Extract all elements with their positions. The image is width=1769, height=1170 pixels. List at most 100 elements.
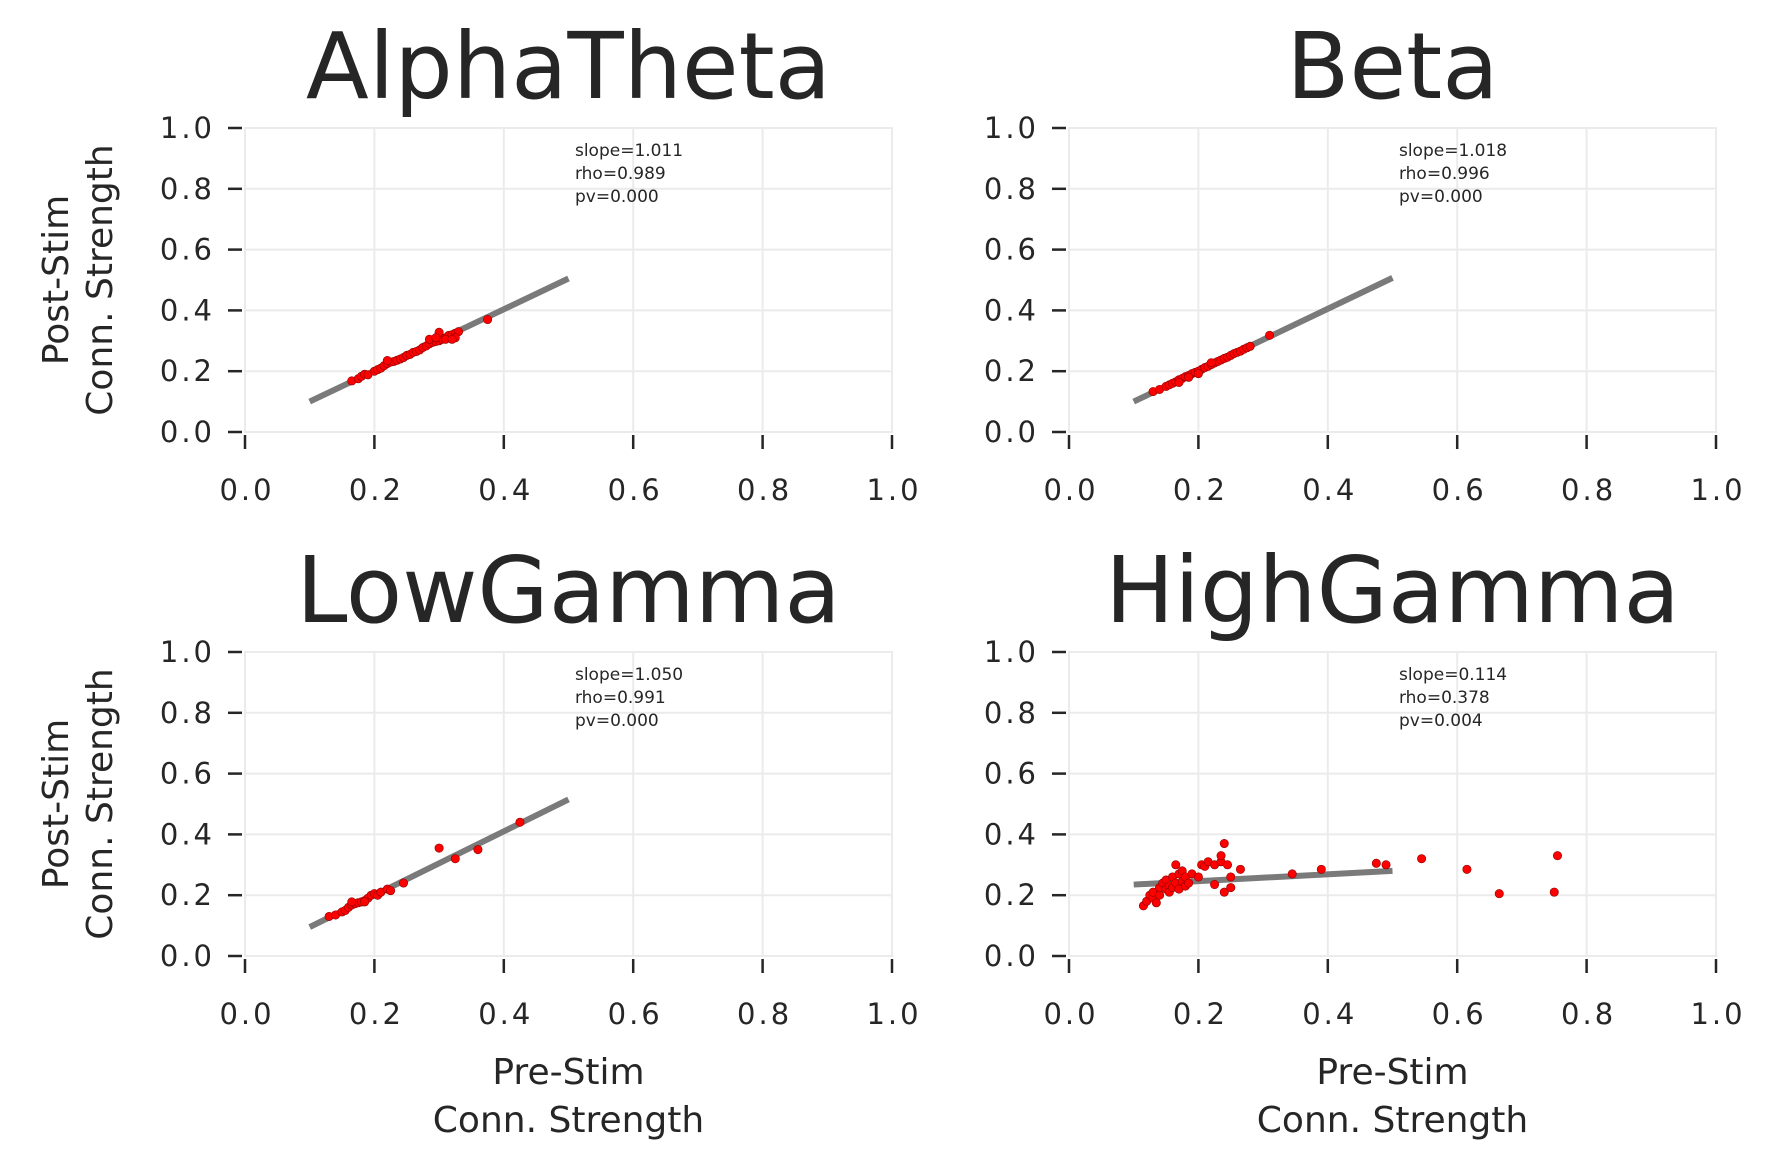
x-tick-label: 0.2 bbox=[349, 997, 404, 1031]
panel-title: AlphaTheta bbox=[306, 13, 831, 120]
x-axis-label-line: Pre-Stim bbox=[1316, 1052, 1468, 1093]
plot-frame bbox=[244, 127, 893, 433]
y-tick-label: 1.0 bbox=[984, 111, 1039, 145]
data-point bbox=[1193, 872, 1203, 882]
y-tick-label: 1.0 bbox=[984, 635, 1039, 669]
stats-annotation: pv=0.004 bbox=[1399, 711, 1483, 731]
stats-annotation: slope=1.011 bbox=[575, 141, 683, 161]
data-point bbox=[1216, 851, 1226, 861]
x-tick-label: 0.0 bbox=[219, 473, 274, 507]
y-tick-label: 0.6 bbox=[984, 757, 1039, 791]
y-tick-label: 0.8 bbox=[984, 696, 1039, 730]
data-point bbox=[1265, 330, 1275, 340]
y-axis-label: Post-StimConn. Strength bbox=[36, 668, 121, 939]
panel-title: Beta bbox=[1286, 13, 1498, 120]
data-point bbox=[1381, 860, 1391, 870]
data-point bbox=[382, 356, 392, 366]
y-tick-label: 0.4 bbox=[984, 293, 1039, 327]
data-point bbox=[1184, 878, 1194, 888]
data-point bbox=[1171, 860, 1181, 870]
stats-annotation: rho=0.378 bbox=[1399, 688, 1490, 708]
data-point bbox=[1193, 369, 1203, 379]
x-tick-label: 0.0 bbox=[1043, 473, 1098, 507]
data-point bbox=[1219, 839, 1229, 849]
y-tick-label: 0.4 bbox=[160, 293, 215, 327]
x-tick-label: 0.6 bbox=[608, 473, 663, 507]
x-tick-label: 0.4 bbox=[478, 473, 533, 507]
x-axis-label: Pre-Stim Conn. Strength bbox=[433, 1052, 704, 1141]
x-tick-label: 0.2 bbox=[349, 473, 404, 507]
x-tick-label: 0.6 bbox=[1432, 997, 1487, 1031]
y-tick-label: 0.8 bbox=[984, 172, 1039, 206]
y-tick-label: 0.2 bbox=[160, 354, 215, 388]
x-tick-label: 1.0 bbox=[866, 997, 921, 1031]
x-tick-label: 0.8 bbox=[1561, 997, 1616, 1031]
y-tick-label: 0.0 bbox=[160, 939, 215, 973]
data-point bbox=[1174, 377, 1184, 387]
data-point bbox=[1210, 880, 1220, 890]
data-point bbox=[450, 854, 460, 864]
panel-title: LowGamma bbox=[296, 537, 840, 644]
x-tick-label: 0.0 bbox=[1043, 997, 1098, 1031]
stats-annotation: pv=0.000 bbox=[575, 187, 659, 207]
data-point bbox=[1184, 372, 1194, 382]
data-point bbox=[1155, 890, 1165, 900]
y-tick-label: 1.0 bbox=[160, 635, 215, 669]
data-point bbox=[1206, 358, 1216, 368]
data-point bbox=[1219, 887, 1229, 897]
x-tick-label: 0.2 bbox=[1173, 997, 1228, 1031]
y-tick-label: 0.8 bbox=[160, 696, 215, 730]
data-points bbox=[324, 817, 525, 921]
data-point bbox=[1552, 851, 1562, 861]
data-point bbox=[1462, 864, 1472, 874]
chart-panel-2: 0.0 0.2 0.4 0.6 0.8 1.0 0.0 0.2 0.4 0.6 0.8 1.0 Beta… bbox=[984, 13, 1743, 507]
x-tick-label: 0.4 bbox=[1302, 997, 1357, 1031]
x-tick-label: 0.6 bbox=[608, 997, 663, 1031]
y-tick-label: 0.4 bbox=[160, 817, 215, 851]
y-tick-label: 1.0 bbox=[160, 111, 215, 145]
y-axis-label: Post-StimConn. Strength bbox=[36, 144, 121, 415]
y-tick-label: 0.6 bbox=[160, 757, 215, 791]
data-point bbox=[473, 845, 483, 855]
stats-annotation: slope=0.114 bbox=[1399, 665, 1507, 685]
data-point bbox=[1223, 860, 1233, 870]
data-point bbox=[399, 878, 409, 888]
plot-frame bbox=[1068, 127, 1717, 433]
stats-annotation: slope=1.050 bbox=[575, 665, 683, 685]
data-point bbox=[386, 886, 396, 896]
data-point bbox=[1417, 854, 1427, 864]
data-point bbox=[431, 333, 441, 343]
x-axis-label-line: Conn. Strength bbox=[433, 1100, 704, 1141]
x-axis-label-line: Pre-Stim bbox=[492, 1052, 644, 1093]
data-point bbox=[1235, 864, 1245, 874]
data-point bbox=[434, 843, 444, 853]
stats-annotation: slope=1.018 bbox=[1399, 141, 1507, 161]
data-points bbox=[1148, 330, 1275, 397]
data-points bbox=[1138, 839, 1562, 911]
x-axis-label-line: Conn. Strength bbox=[1257, 1100, 1528, 1141]
stats-annotation: rho=0.991 bbox=[575, 688, 666, 708]
gridlines bbox=[1068, 651, 1717, 957]
x-axis-label: Pre-Stim Conn. Strength bbox=[1257, 1052, 1528, 1141]
x-tick-label: 0.8 bbox=[737, 473, 792, 507]
x-tick-label: 0.4 bbox=[1302, 473, 1357, 507]
data-point bbox=[1549, 887, 1559, 897]
y-axis-label-line: Post-Stim bbox=[36, 195, 77, 365]
y-tick-label: 0.4 bbox=[984, 817, 1039, 851]
data-point bbox=[1245, 341, 1255, 351]
y-tick-label: 0.2 bbox=[984, 354, 1039, 388]
y-axis-label-line: Conn. Strength bbox=[80, 668, 121, 939]
data-points bbox=[347, 315, 493, 386]
plot-frame bbox=[244, 651, 893, 957]
stats-annotation: pv=0.000 bbox=[1399, 187, 1483, 207]
y-axis-label-line: Conn. Strength bbox=[80, 144, 121, 415]
data-point bbox=[1494, 889, 1504, 899]
stats-annotation: rho=0.996 bbox=[1399, 164, 1490, 184]
y-tick-label: 0.0 bbox=[984, 939, 1039, 973]
x-tick-label: 0.2 bbox=[1173, 473, 1228, 507]
x-tick-label: 0.6 bbox=[1432, 473, 1487, 507]
data-point bbox=[1371, 858, 1381, 868]
y-tick-label: 0.8 bbox=[160, 172, 215, 206]
data-point bbox=[1226, 883, 1236, 893]
